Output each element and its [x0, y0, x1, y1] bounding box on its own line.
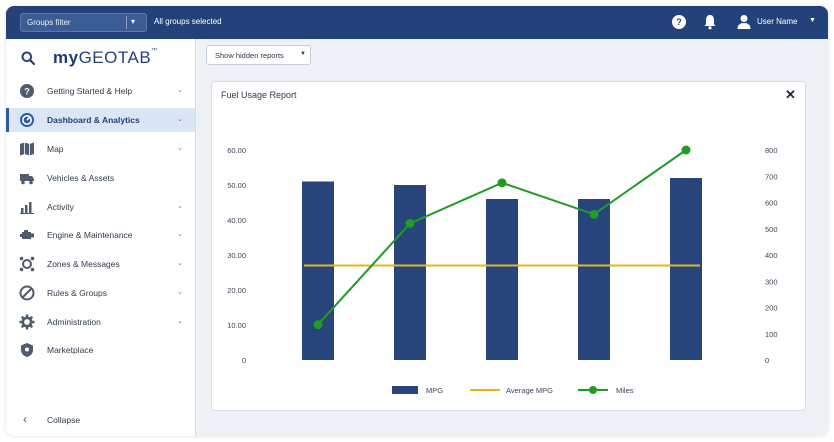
engine-icon	[20, 230, 34, 239]
sidebar-item-label: Administration	[47, 317, 101, 327]
y-right-tick-label: 500	[765, 225, 778, 234]
mpg-bar	[394, 185, 426, 360]
y-right-tick-label: 200	[765, 304, 778, 313]
sidebar-item-rules[interactable]: Rules & Groups ⌄	[6, 281, 195, 305]
chevron-down-icon: ⌄	[177, 116, 183, 123]
mpg-bar	[578, 199, 610, 360]
sidebar-item-marketplace[interactable]: Marketplace	[6, 338, 195, 362]
y-left-tick-label: 60.00	[227, 146, 246, 155]
sidebar-item-label: Vehicles & Assets	[47, 173, 115, 183]
collapse-label: Collapse	[47, 415, 81, 425]
help-icon[interactable]: ?	[672, 15, 686, 29]
app-window: Groups filter ▾ All groups selected ? Us…	[6, 6, 828, 436]
sidebar-item-activity[interactable]: Activity ⌄	[6, 195, 195, 219]
sidebar-item-vehicles[interactable]: Vehicles & Assets	[6, 166, 195, 190]
sidebar-item-zones[interactable]: Zones & Messages ⌄	[6, 252, 195, 276]
sidebar-item-label: Marketplace	[47, 345, 94, 355]
bell-icon[interactable]	[703, 14, 717, 30]
user-menu-caret-icon[interactable]: ▼	[809, 17, 816, 24]
svg-text:?: ?	[24, 87, 30, 97]
collapse-sidebar-button[interactable]: ‹ Collapse	[6, 411, 195, 429]
chevron-left-icon: ‹	[23, 412, 27, 426]
chevron-down-icon: ⌄	[177, 203, 183, 210]
y-left-tick-label: 0	[242, 356, 246, 365]
y-left-tick-label: 10.00	[227, 321, 246, 330]
sidebar-item-label: Engine & Maintenance	[47, 230, 133, 240]
dashboard-icon	[20, 113, 34, 127]
map-icon	[20, 142, 34, 156]
sidebar-item-label: Zones & Messages	[47, 259, 120, 269]
sidebar-item-label: Map	[47, 144, 64, 154]
y-left-tick-label: 30.00	[227, 251, 246, 260]
activity-chart-icon	[20, 202, 34, 214]
marketplace-shield-icon	[21, 343, 33, 357]
legend-mpg-label: MPG	[426, 386, 443, 395]
chevron-down-icon[interactable]: ▾	[131, 17, 136, 26]
legend-mpg-swatch	[392, 386, 418, 394]
miles-point	[405, 219, 415, 228]
y-left-tick-label: 50.00	[227, 181, 246, 190]
sidebar-item-engine[interactable]: Engine & Maintenance ⌄	[6, 223, 195, 247]
truck-icon	[20, 174, 34, 185]
close-icon[interactable]: ✕	[785, 87, 796, 102]
show-hidden-reports-label: Show hidden reports	[215, 51, 284, 60]
mpg-bar	[302, 181, 334, 360]
mygeotab-logo[interactable]: myGEOTAB™	[53, 48, 158, 67]
y-left-tick-label: 20.00	[227, 286, 246, 295]
chevron-down-icon: ⌄	[177, 231, 183, 238]
y-right-tick-label: 600	[765, 199, 778, 208]
miles-point	[681, 145, 691, 155]
miles-point	[589, 209, 599, 219]
legend-average-mpg-label: Average MPG	[506, 386, 553, 395]
user-icon[interactable]	[737, 14, 751, 29]
show-hidden-reports-button[interactable]: Show hidden reports ▼	[206, 45, 311, 65]
sidebar: myGEOTAB™ ? Getting Started & Help ⌄ Das…	[6, 39, 196, 436]
y-right-tick-label: 300	[765, 277, 778, 286]
report-title: Fuel Usage Report	[221, 90, 297, 100]
mpg-bar	[670, 178, 702, 360]
sidebar-item-administration[interactable]: Administration ⌄	[6, 310, 195, 334]
report-card: Fuel Usage Report ✕ 0 10.00 20.00 30.00 40.0…	[211, 81, 806, 411]
sidebar-item-map[interactable]: Map ⌄	[6, 137, 195, 161]
groups-filter-label: Groups filter	[27, 18, 71, 27]
y-left-tick-label: 40.00	[227, 216, 246, 225]
legend-miles-marker	[589, 386, 597, 394]
sidebar-item-label: Rules & Groups	[47, 288, 107, 298]
sidebar-item-dashboard[interactable]: Dashboard & Analytics ⌄	[6, 108, 195, 132]
mpg-bar	[486, 199, 518, 360]
miles-point	[313, 320, 323, 330]
chevron-down-icon: ⌄	[177, 289, 183, 296]
miles-point	[497, 178, 507, 188]
groups-selected-text: All groups selected	[154, 17, 222, 26]
y-right-tick-label: 700	[765, 172, 778, 181]
chevron-down-icon: ⌄	[177, 260, 183, 267]
y-right-tick-label: 400	[765, 251, 778, 260]
chevron-down-icon: ⌄	[177, 87, 183, 94]
rules-icon	[19, 285, 35, 301]
gear-icon	[19, 314, 35, 330]
search-icon[interactable]	[21, 51, 35, 65]
help-circle-icon: ?	[20, 84, 34, 98]
groups-filter-divider	[126, 16, 127, 29]
chevron-down-icon: ⌄	[177, 318, 183, 325]
sidebar-item-getting-started[interactable]: ? Getting Started & Help ⌄	[6, 79, 195, 103]
zones-icon	[19, 256, 35, 272]
caret-down-icon: ▼	[300, 51, 306, 57]
top-bar: Groups filter ▾ All groups selected ? Us…	[6, 6, 828, 39]
fuel-usage-chart: 0 10.00 20.00 30.00 40.00 50.00 60.00 0 100 200 30…	[227, 145, 778, 395]
sidebar-item-label: Activity	[47, 202, 74, 212]
sidebar-item-label: Getting Started & Help	[47, 86, 133, 96]
y-right-tick-label: 100	[765, 330, 778, 339]
groups-filter-dropdown[interactable]: Groups filter ▾	[20, 13, 147, 32]
legend-miles-label: Miles	[616, 386, 634, 395]
y-right-tick-label: 0	[765, 356, 769, 365]
sidebar-item-label: Dashboard & Analytics	[47, 115, 140, 125]
y-right-tick-label: 800	[765, 146, 778, 155]
user-name[interactable]: User Name	[757, 17, 798, 26]
chevron-down-icon: ⌄	[177, 145, 183, 152]
